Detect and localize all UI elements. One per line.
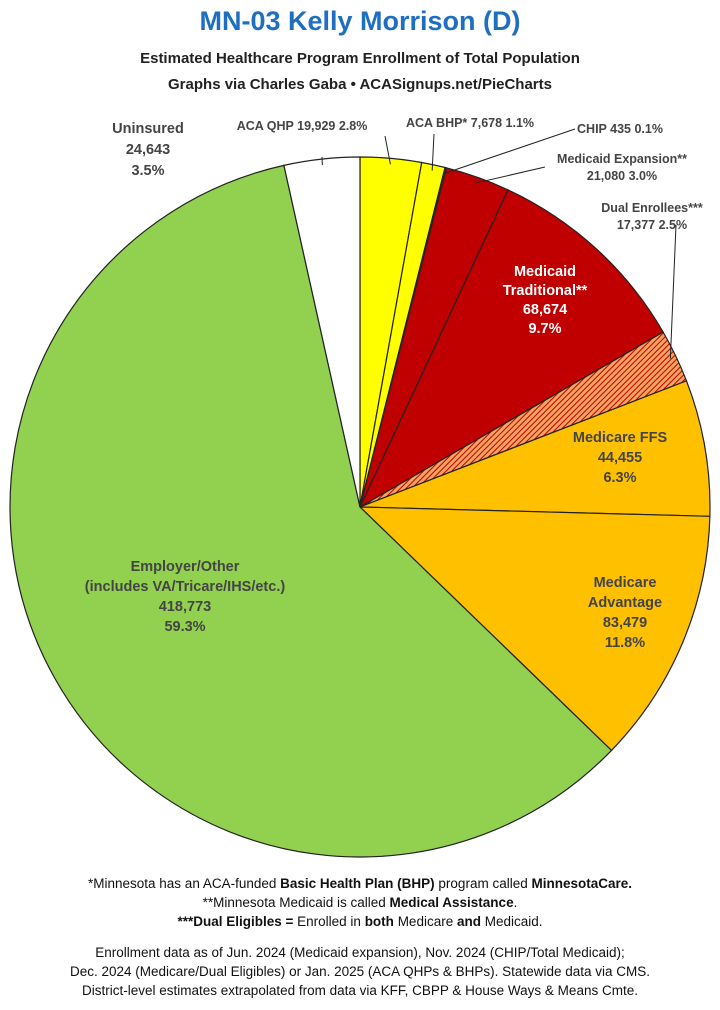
pie-chart: ACA QHP 19,929 2.8% ACA BHP* 7,678 1.1% CH…: [9, 116, 711, 858]
slice-label-medicaid-traditional: Medicaid Traditional** 68,674 9.7%: [503, 264, 588, 337]
slice-label-line: 3.5%: [131, 163, 164, 179]
pie-slice-medicare-advantage: [358, 506, 711, 752]
slice-label-line: 59.3%: [164, 619, 205, 635]
leader-line-aca-bhp: [431, 133, 435, 171]
slice-label-dual-enrollees: Dual Enrollees*** 17,377 2.5%: [601, 201, 703, 232]
slice-label-line: 83,479: [603, 615, 647, 631]
slice-label-line: 68,674: [523, 302, 567, 318]
slice-label-line: CHIP 435 0.1%: [577, 122, 663, 136]
slice-label-line: 24,643: [126, 142, 170, 158]
slice-label-line: Medicare FFS: [573, 430, 668, 446]
slice-label-medicare-advantage: Medicare Advantage 83,479 11.8%: [588, 575, 662, 651]
slice-label-aca-bhp: ACA BHP* 7,678 1.1%: [406, 116, 534, 130]
slice-label-line: 418,773: [159, 599, 211, 615]
slice-label-line: Traditional**: [503, 283, 588, 299]
slice-label-line: Advantage: [588, 595, 662, 611]
slice-label-line: Medicare: [594, 575, 657, 591]
sources-line-2: Dec. 2024 (Medicare/Dual Eligibles) or J…: [70, 964, 650, 979]
footnotes: *Minnesota has an ACA-funded Basic Healt…: [0, 874, 720, 931]
slice-label-line: Medicaid: [514, 264, 576, 280]
footnote-medicaid: **Minnesota Medicaid is called Medical A…: [202, 895, 518, 910]
slice-label-line: 17,377 2.5%: [617, 218, 687, 232]
chart-credit: Graphs via Charles Gaba • ACASignups.net…: [168, 76, 552, 93]
slice-label-line: 9.7%: [528, 321, 561, 337]
pie-slice-medicare-ffs: [359, 380, 711, 517]
slice-label-line: Uninsured: [112, 121, 184, 137]
slice-label-medicare-ffs: Medicare FFS 44,455 6.3%: [573, 430, 668, 486]
slice-label-chip: CHIP 435 0.1%: [577, 122, 663, 136]
pie-slice-employer-other-includes-va-tricare-ihs-etc: [9, 164, 613, 858]
slice-label-employer-other-includes-va-tricare-ihs-etc: Employer/Other (includes VA/Tricare/IHS/e…: [85, 559, 286, 635]
leader-lines: [321, 128, 677, 359]
slice-label-medicaid-expansion: Medicaid Expansion** 21,080 3.0%: [557, 152, 687, 183]
slice-label-line: 6.3%: [603, 470, 636, 486]
footnote-bhp: *Minnesota has an ACA-funded Basic Healt…: [88, 876, 632, 891]
slice-label-line: Medicaid Expansion**: [557, 152, 687, 166]
chart-title: MN-03 Kelly Morrison (D): [199, 6, 521, 36]
slice-label-aca-qhp: ACA QHP 19,929 2.8%: [237, 119, 368, 133]
sources-line-3: District-level estimates extrapolated fr…: [82, 983, 638, 998]
slice-label-line: 11.8%: [605, 635, 645, 651]
pie-slices: [9, 156, 711, 858]
slice-label-line: Employer/Other: [131, 559, 240, 575]
slice-label-uninsured: Uninsured 24,643 3.5%: [112, 121, 184, 179]
slice-label-line: (includes VA/Tricare/IHS/etc.): [85, 579, 286, 595]
pie-slice-medicaid-traditional: [358, 189, 664, 509]
slice-label-line: 44,455: [598, 450, 642, 466]
leader-line-aca-qhp: [384, 135, 391, 165]
footnote-dual: ***Dual Eligibles = Enrolled in both Med…: [177, 914, 543, 929]
leader-line-dual-enrollees: [669, 224, 677, 359]
leader-line-chip: [444, 128, 576, 174]
slice-labels: ACA QHP 19,929 2.8% ACA BHP* 7,678 1.1% CH…: [85, 116, 703, 651]
slice-label-line: Dual Enrollees***: [601, 201, 703, 215]
slice-label-line: 21,080 3.0%: [587, 169, 657, 183]
slice-label-line: ACA BHP* 7,678 1.1%: [406, 116, 534, 130]
slice-label-line: ACA QHP 19,929 2.8%: [237, 119, 368, 133]
leader-line-medicaid-expansion: [475, 166, 546, 184]
sources: Enrollment data as of Jun. 2024 (Medicai…: [0, 943, 720, 1000]
chart-subtitle: Estimated Healthcare Program Enrollment …: [140, 50, 580, 67]
sources-line-1: Enrollment data as of Jun. 2024 (Medicai…: [95, 945, 625, 960]
